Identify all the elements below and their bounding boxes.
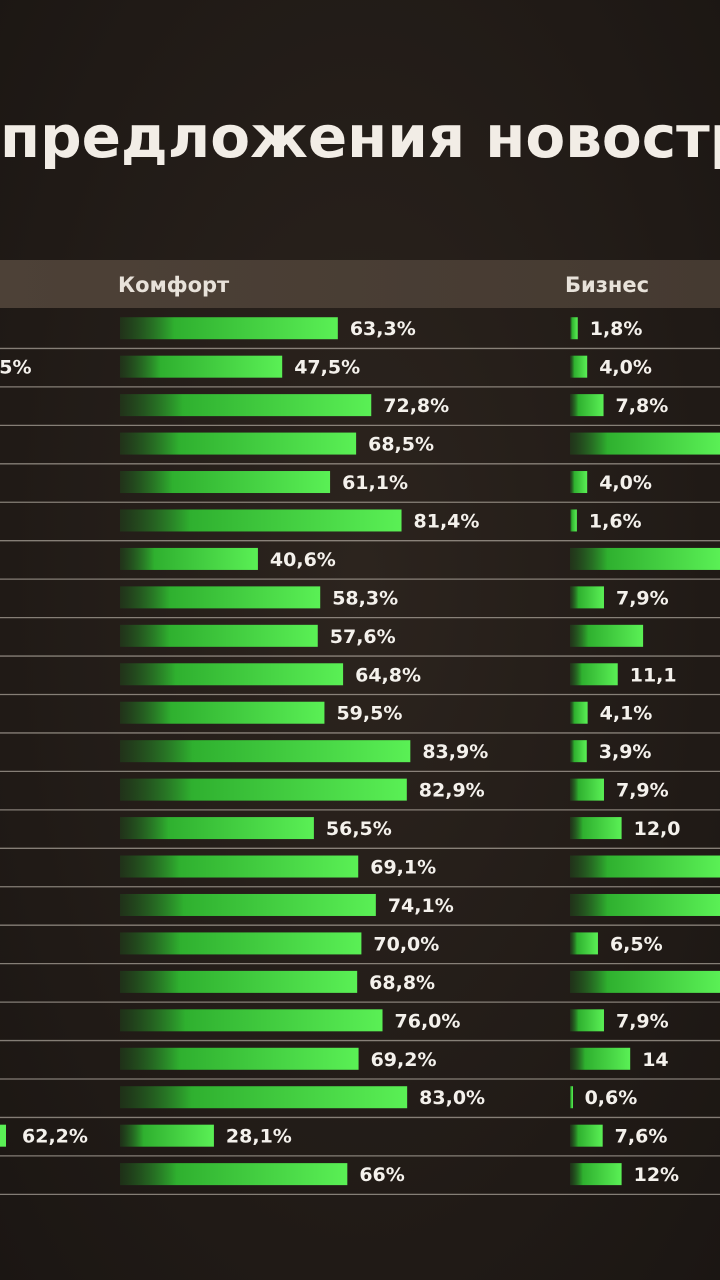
- bar-comfort: [120, 701, 325, 724]
- bar-comfort: [120, 509, 402, 532]
- chart-title: предложения новостро: [0, 103, 720, 171]
- label-comfort: 64,8%: [355, 664, 421, 686]
- bar-comfort: [120, 932, 362, 955]
- label-business: 14: [642, 1049, 668, 1071]
- bar-left-partial: [0, 1124, 6, 1147]
- label-comfort: 69,1%: [370, 857, 436, 879]
- label-business: 7,9%: [616, 587, 669, 609]
- bar-business: [570, 778, 604, 801]
- bar-comfort: [120, 663, 344, 686]
- label-comfort: 56,5%: [326, 818, 392, 840]
- label-business: 6,5%: [610, 933, 663, 955]
- bar-business: [570, 432, 720, 455]
- label-comfort: 81,4%: [414, 510, 480, 532]
- label-business: 7,9%: [616, 1010, 669, 1032]
- label-comfort: 61,1%: [342, 472, 408, 494]
- bar-business: [570, 1163, 622, 1186]
- label-comfort: 74,1%: [388, 895, 454, 917]
- bar-business: [570, 586, 604, 609]
- label-business: 12%: [634, 1164, 679, 1186]
- label-comfort: 47,5%: [294, 357, 360, 379]
- bar-business: [570, 509, 577, 532]
- bar-business: [570, 893, 720, 916]
- label-comfort: 28,1%: [226, 1126, 292, 1148]
- label-comfort: 57,6%: [330, 626, 396, 648]
- bar-business: [570, 740, 587, 763]
- bar-comfort: [120, 1047, 359, 1070]
- label-left-partial: ,5%: [0, 357, 31, 379]
- label-business: 7,6%: [615, 1126, 668, 1148]
- header-business: Бизнес: [565, 273, 649, 297]
- bar-comfort: [120, 317, 338, 340]
- label-comfort: 40,6%: [270, 549, 336, 571]
- bar-business: [570, 471, 588, 494]
- label-business: 11,1: [630, 664, 677, 686]
- bar-business: [570, 355, 588, 378]
- bar-business: [570, 1124, 603, 1147]
- label-business: 1,8%: [590, 318, 643, 340]
- label-comfort: 68,5%: [368, 434, 434, 456]
- label-comfort: 63,3%: [350, 318, 416, 340]
- label-comfort: 76,0%: [395, 1010, 461, 1032]
- label-business: 0,6%: [585, 1087, 638, 1109]
- label-business: 1,6%: [589, 510, 642, 532]
- label-business: 4,1%: [600, 703, 653, 725]
- bar-business: [570, 1009, 604, 1032]
- bar-business: [570, 701, 588, 724]
- label-comfort: 83,9%: [422, 741, 488, 763]
- bar-comfort: [120, 1163, 348, 1186]
- label-business: 4,0%: [599, 357, 652, 379]
- label-business: 3,9%: [599, 741, 652, 763]
- bar-business: [570, 394, 604, 417]
- header-band: [0, 260, 720, 308]
- label-comfort: 82,9%: [419, 780, 485, 802]
- header-comfort: Комфорт: [118, 273, 230, 297]
- bar-comfort: [120, 547, 258, 570]
- label-comfort: 70,0%: [373, 933, 439, 955]
- bar-comfort: [120, 432, 357, 455]
- bar-comfort: [120, 355, 283, 378]
- bar-business: [570, 855, 720, 878]
- bar-business: [570, 970, 720, 993]
- bar-comfort: [120, 471, 331, 494]
- bar-business: [570, 817, 622, 840]
- bar-comfort: [120, 893, 376, 916]
- bar-comfort: [120, 586, 321, 609]
- bar-business: [570, 1047, 631, 1070]
- label-business: 7,8%: [616, 395, 669, 417]
- label-comfort: 59,5%: [336, 703, 402, 725]
- bar-comfort: [120, 817, 314, 840]
- bar-business: [570, 932, 598, 955]
- bar-comfort: [120, 1009, 383, 1032]
- label-comfort: 72,8%: [383, 395, 449, 417]
- label-comfort: 69,2%: [371, 1049, 437, 1071]
- bar-business: [570, 663, 618, 686]
- bar-comfort: [120, 1086, 408, 1109]
- bar-comfort: [120, 394, 372, 417]
- bar-business: [570, 1086, 573, 1109]
- label-business: 4,0%: [599, 472, 652, 494]
- bar-comfort: [120, 624, 318, 647]
- bar-business: [570, 547, 720, 570]
- bar-business: [570, 317, 578, 340]
- bar-comfort: [120, 1124, 214, 1147]
- bar-comfort: [120, 970, 358, 993]
- label-comfort: 68,8%: [369, 972, 435, 994]
- label-left-partial: 62,2%: [22, 1126, 88, 1148]
- label-comfort: 66%: [359, 1164, 404, 1186]
- label-business: 7,9%: [616, 780, 669, 802]
- label-comfort: 83,0%: [419, 1087, 485, 1109]
- bar-comfort: [120, 740, 411, 763]
- bar-comfort: [120, 778, 407, 801]
- bar-business: [570, 624, 644, 647]
- label-comfort: 58,3%: [332, 587, 398, 609]
- label-business: 12,0: [634, 818, 681, 840]
- bar-comfort: [120, 855, 359, 878]
